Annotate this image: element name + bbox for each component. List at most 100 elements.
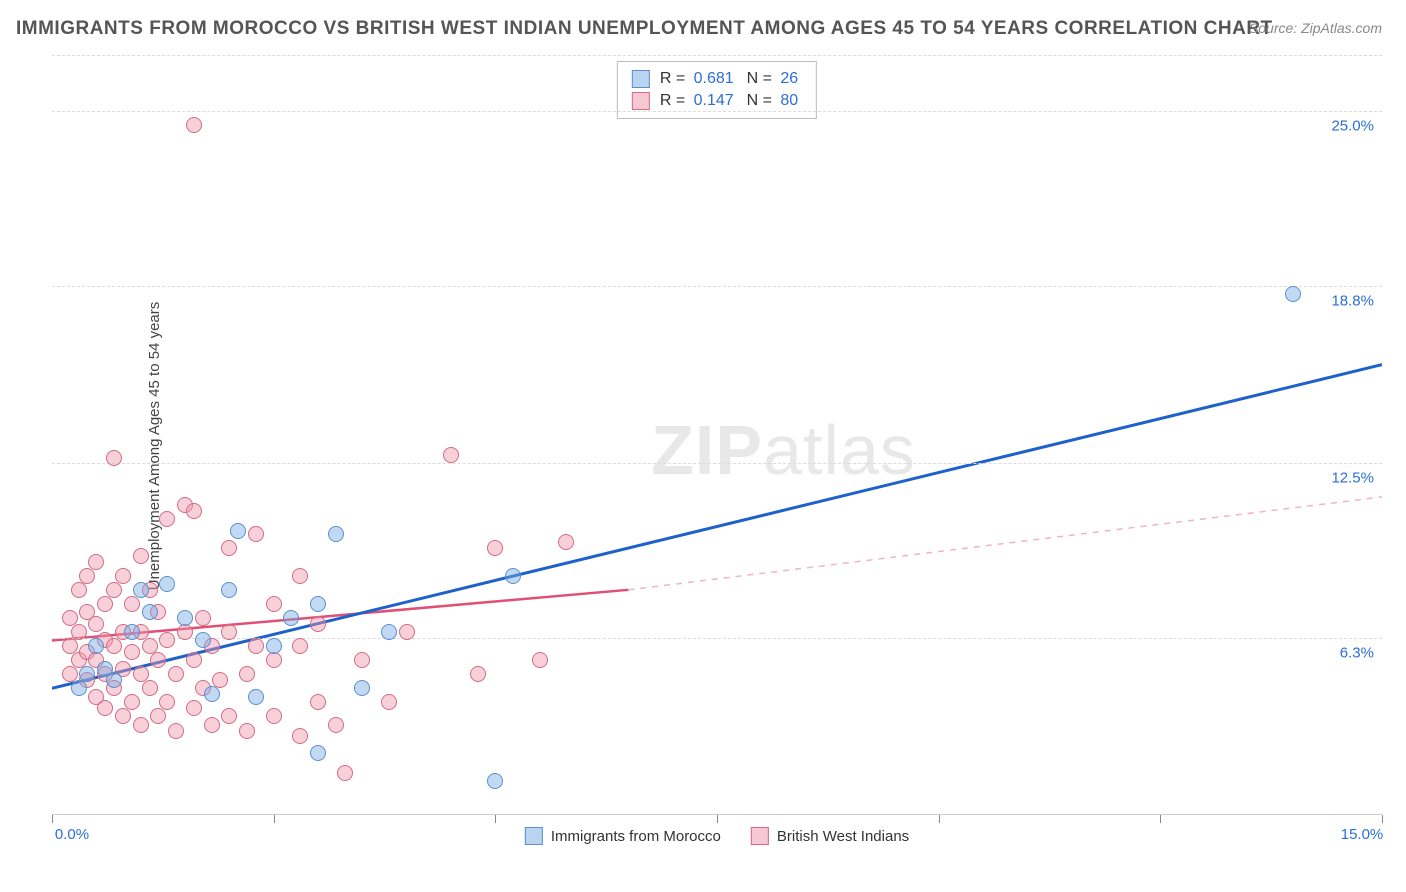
stats-n-value-morocco: 26: [780, 70, 798, 87]
data-point-morocco: [230, 523, 246, 539]
chart-container: IMMIGRANTS FROM MOROCCO VS BRITISH WEST …: [0, 0, 1406, 892]
data-point-bwi: [212, 672, 228, 688]
data-point-morocco: [310, 745, 326, 761]
chart-title: IMMIGRANTS FROM MOROCCO VS BRITISH WEST …: [16, 18, 1273, 40]
x-tick: [1160, 815, 1161, 823]
data-point-bwi: [142, 680, 158, 696]
x-tick: [717, 815, 718, 823]
data-point-bwi: [159, 511, 175, 527]
data-point-bwi: [159, 632, 175, 648]
data-point-bwi: [186, 503, 202, 519]
data-point-morocco: [221, 582, 237, 598]
x-tick: [1382, 815, 1383, 823]
data-point-bwi: [399, 624, 415, 640]
data-point-bwi: [159, 694, 175, 710]
data-point-bwi: [115, 568, 131, 584]
stats-r-value-bwi: 0.147: [694, 92, 734, 109]
data-point-morocco: [1285, 286, 1301, 302]
data-point-bwi: [266, 708, 282, 724]
data-point-morocco: [79, 666, 95, 682]
data-point-bwi: [310, 616, 326, 632]
data-point-bwi: [71, 582, 87, 598]
y-tick-label: 18.8%: [1331, 292, 1374, 309]
swatch-bwi: [632, 92, 650, 110]
data-point-bwi: [106, 450, 122, 466]
data-point-morocco: [487, 773, 503, 789]
data-point-bwi: [177, 624, 193, 640]
data-point-bwi: [266, 596, 282, 612]
legend-swatch-bwi: [751, 827, 769, 845]
data-point-morocco: [283, 610, 299, 626]
stats-row-morocco: R = 0.681 N = 26: [632, 68, 802, 90]
data-point-bwi: [124, 694, 140, 710]
stats-r-label: R = 0.681 N = 26: [660, 68, 802, 90]
data-point-bwi: [443, 447, 459, 463]
data-point-morocco: [381, 624, 397, 640]
data-point-bwi: [558, 534, 574, 550]
grid-line: [52, 111, 1382, 112]
data-point-bwi: [124, 644, 140, 660]
data-point-morocco: [328, 526, 344, 542]
data-point-bwi: [150, 652, 166, 668]
data-point-morocco: [195, 632, 211, 648]
data-point-morocco: [266, 638, 282, 654]
data-point-bwi: [186, 652, 202, 668]
data-point-bwi: [292, 728, 308, 744]
data-point-bwi: [292, 638, 308, 654]
data-point-bwi: [88, 554, 104, 570]
grid-line: [52, 463, 1382, 464]
data-point-bwi: [204, 717, 220, 733]
watermark: ZIPatlas: [651, 410, 916, 490]
y-tick-label: 6.3%: [1340, 644, 1374, 661]
data-point-bwi: [133, 548, 149, 564]
data-point-bwi: [168, 666, 184, 682]
data-point-bwi: [186, 117, 202, 133]
data-point-bwi: [97, 700, 113, 716]
data-point-bwi: [133, 717, 149, 733]
legend-item-morocco: Immigrants from Morocco: [525, 827, 721, 845]
data-point-bwi: [221, 624, 237, 640]
data-point-morocco: [505, 568, 521, 584]
data-point-bwi: [106, 638, 122, 654]
data-point-bwi: [310, 694, 326, 710]
x-tick: [495, 815, 496, 823]
data-point-bwi: [328, 717, 344, 733]
data-point-morocco: [88, 638, 104, 654]
data-point-morocco: [310, 596, 326, 612]
plot-area: ZIPatlas R = 0.681 N = 26 R = 0.147 N = …: [52, 55, 1382, 845]
data-point-morocco: [159, 576, 175, 592]
legend-label-bwi: British West Indians: [777, 828, 909, 845]
data-point-bwi: [221, 540, 237, 556]
data-point-bwi: [266, 652, 282, 668]
data-point-bwi: [354, 652, 370, 668]
data-point-morocco: [124, 624, 140, 640]
stats-r-label: R = 0.147 N = 80: [660, 90, 802, 112]
data-point-morocco: [248, 689, 264, 705]
legend-item-bwi: British West Indians: [751, 827, 909, 845]
data-point-bwi: [487, 540, 503, 556]
data-point-bwi: [381, 694, 397, 710]
data-point-morocco: [71, 680, 87, 696]
stats-row-bwi: R = 0.147 N = 80: [632, 90, 802, 112]
data-point-bwi: [532, 652, 548, 668]
data-point-bwi: [292, 568, 308, 584]
grid-line: [52, 55, 1382, 56]
data-point-morocco: [204, 686, 220, 702]
data-point-bwi: [470, 666, 486, 682]
data-point-bwi: [124, 596, 140, 612]
x-tick-label: 15.0%: [1341, 826, 1384, 843]
data-point-morocco: [106, 672, 122, 688]
data-point-morocco: [177, 610, 193, 626]
data-point-morocco: [142, 604, 158, 620]
data-point-bwi: [88, 616, 104, 632]
bottom-legend: Immigrants from Morocco British West Ind…: [525, 827, 909, 845]
data-point-bwi: [239, 723, 255, 739]
swatch-morocco: [632, 70, 650, 88]
data-point-bwi: [221, 708, 237, 724]
data-point-bwi: [195, 610, 211, 626]
legend-label-morocco: Immigrants from Morocco: [551, 828, 721, 845]
legend-swatch-morocco: [525, 827, 543, 845]
data-point-bwi: [71, 624, 87, 640]
data-point-bwi: [106, 582, 122, 598]
data-point-bwi: [168, 723, 184, 739]
